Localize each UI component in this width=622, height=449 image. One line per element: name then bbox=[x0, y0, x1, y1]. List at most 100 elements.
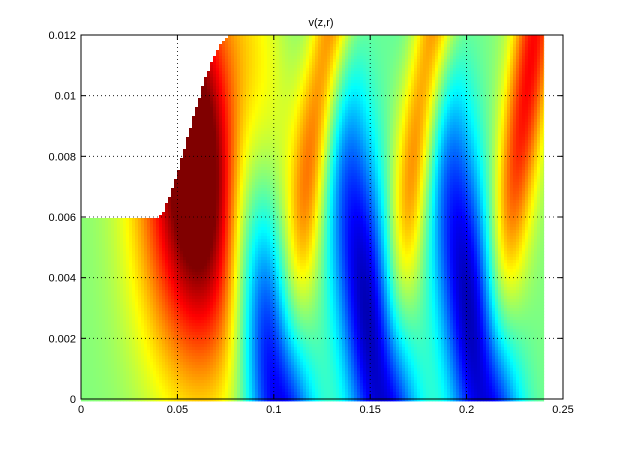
heatmap-cell bbox=[177, 332, 181, 336]
heatmap-cell bbox=[129, 368, 133, 372]
heatmap-cell bbox=[156, 275, 160, 279]
heatmap-cell bbox=[147, 344, 151, 348]
heatmap-cell bbox=[144, 305, 148, 309]
heatmap-cell bbox=[252, 170, 256, 174]
heatmap-cell bbox=[180, 245, 184, 249]
heatmap-cell bbox=[249, 53, 253, 57]
heatmap-cell bbox=[138, 398, 142, 402]
heatmap-cell bbox=[132, 353, 136, 357]
heatmap-cell bbox=[195, 395, 199, 399]
heatmap-cell bbox=[255, 365, 259, 369]
heatmap-cell bbox=[207, 131, 211, 135]
heatmap-cell bbox=[204, 275, 208, 279]
heatmap-cell bbox=[90, 290, 94, 294]
heatmap-cell bbox=[165, 347, 169, 351]
heatmap-cell bbox=[204, 80, 208, 84]
heatmap-cell bbox=[108, 332, 112, 336]
heatmap-cell bbox=[186, 293, 190, 297]
heatmap-cell bbox=[252, 146, 256, 150]
heatmap-cell bbox=[204, 251, 208, 255]
heatmap-cell bbox=[204, 125, 208, 129]
heatmap-cell bbox=[123, 332, 127, 336]
heatmap-cell bbox=[228, 119, 232, 123]
heatmap-cell bbox=[207, 212, 211, 216]
heatmap-cell bbox=[234, 383, 238, 387]
heatmap-cell bbox=[120, 365, 124, 369]
heatmap-cell bbox=[219, 281, 223, 285]
heatmap-cell bbox=[159, 230, 163, 234]
heatmap-cell bbox=[252, 56, 256, 60]
heatmap-cell bbox=[150, 281, 154, 285]
heatmap-cell bbox=[123, 236, 127, 240]
heatmap-cell bbox=[204, 254, 208, 258]
heatmap-cell bbox=[204, 257, 208, 261]
heatmap-cell bbox=[162, 317, 166, 321]
heatmap-cell bbox=[222, 326, 226, 330]
heatmap-cell bbox=[240, 83, 244, 87]
heatmap-cell bbox=[168, 227, 172, 231]
heatmap-cell bbox=[144, 320, 148, 324]
heatmap-cell bbox=[141, 230, 145, 234]
heatmap-cell bbox=[243, 251, 247, 255]
heatmap-cell bbox=[249, 80, 253, 84]
heatmap-cell bbox=[195, 164, 199, 168]
heatmap-cell bbox=[96, 260, 100, 264]
heatmap-cell bbox=[96, 257, 100, 261]
heatmap-cell bbox=[117, 395, 121, 399]
heatmap-cell bbox=[90, 335, 94, 339]
heatmap-cell bbox=[150, 380, 154, 384]
heatmap-cell bbox=[219, 74, 223, 78]
heatmap-cell bbox=[249, 83, 253, 87]
heatmap-cell bbox=[219, 65, 223, 69]
heatmap-cell bbox=[159, 392, 163, 396]
heatmap-cell bbox=[168, 212, 172, 216]
heatmap-cell bbox=[195, 239, 199, 243]
heatmap-cell bbox=[255, 35, 259, 39]
heatmap-cell bbox=[204, 299, 208, 303]
heatmap-cell bbox=[228, 86, 232, 90]
heatmap-cell bbox=[144, 344, 148, 348]
heatmap-cell bbox=[252, 374, 256, 378]
heatmap-cell bbox=[96, 323, 100, 327]
heatmap-cell bbox=[135, 242, 139, 246]
heatmap-cell bbox=[216, 302, 220, 306]
heatmap-cell bbox=[81, 221, 85, 225]
heatmap-cell bbox=[81, 281, 85, 285]
heatmap-cell bbox=[138, 269, 142, 273]
heatmap-cell bbox=[255, 263, 259, 267]
heatmap-cell bbox=[144, 293, 148, 297]
heatmap-cell bbox=[231, 386, 235, 390]
heatmap-cell bbox=[225, 359, 229, 363]
heatmap-cell bbox=[228, 101, 232, 105]
heatmap-cell bbox=[147, 245, 151, 249]
heatmap-cell bbox=[126, 257, 130, 261]
heatmap-cell bbox=[126, 338, 130, 342]
heatmap-cell bbox=[201, 341, 205, 345]
heatmap-cell bbox=[132, 332, 136, 336]
heatmap-cell bbox=[153, 224, 157, 228]
heatmap-cell bbox=[189, 296, 193, 300]
heatmap-cell bbox=[171, 299, 175, 303]
heatmap-cell bbox=[222, 146, 226, 150]
heatmap-cell bbox=[231, 74, 235, 78]
heatmap-cell bbox=[153, 311, 157, 315]
heatmap-cell bbox=[165, 362, 169, 366]
heatmap-cell bbox=[210, 128, 214, 132]
heatmap-cell bbox=[201, 131, 205, 135]
heatmap-cell bbox=[195, 194, 199, 198]
heatmap-cell bbox=[237, 83, 241, 87]
heatmap-cell bbox=[99, 242, 103, 246]
heatmap-cell bbox=[252, 353, 256, 357]
heatmap-cell bbox=[141, 218, 145, 222]
heatmap-cell bbox=[195, 179, 199, 183]
heatmap-cell bbox=[198, 152, 202, 156]
heatmap-cell bbox=[255, 194, 259, 198]
heatmap-cell bbox=[81, 311, 85, 315]
heatmap-cell bbox=[243, 155, 247, 159]
heatmap-cell bbox=[81, 251, 85, 255]
heatmap-cell bbox=[138, 281, 142, 285]
heatmap-cell bbox=[255, 350, 259, 354]
heatmap-cell bbox=[150, 290, 154, 294]
heatmap-cell bbox=[216, 326, 220, 330]
heatmap-cell bbox=[195, 338, 199, 342]
